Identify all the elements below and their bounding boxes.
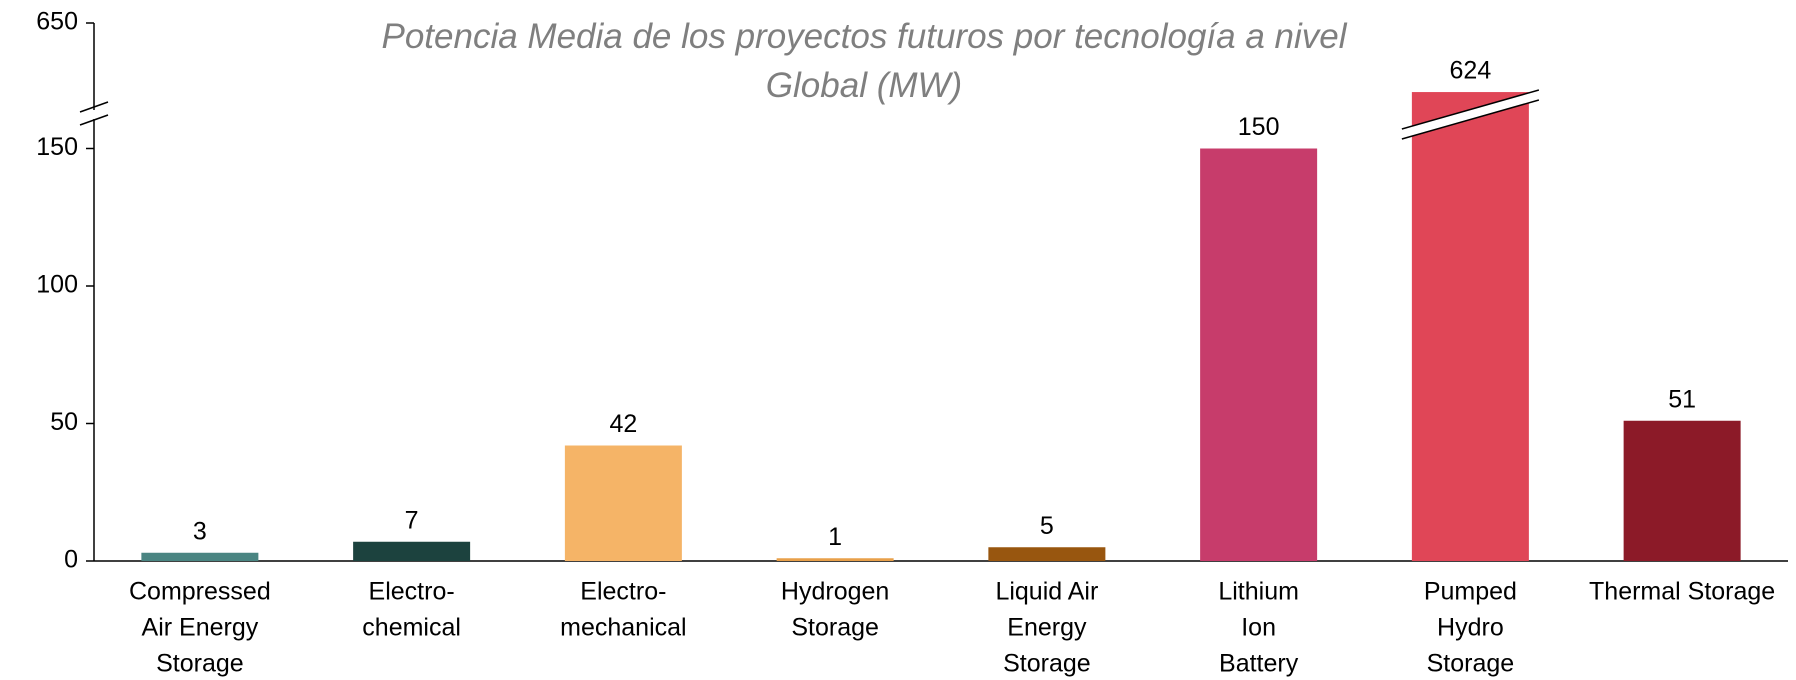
x-tick-label: Liquid Air [995,578,1098,606]
value-label: 42 [609,410,637,438]
x-tick-label: Electro- [580,578,666,606]
bar [1623,420,1741,561]
x-tick-label: Battery [1219,650,1299,678]
y-tick-label: 0 [64,546,78,574]
x-tick-label: chemical [362,614,461,642]
bar [353,541,471,561]
chart-title: Potencia Media de los proyectos futuros … [381,17,1347,105]
value-label: 150 [1238,113,1280,141]
x-tick-label: mechanical [560,614,686,642]
x-tick-label: Storage [1003,650,1091,678]
x-tick-label: Hydro [1437,614,1504,642]
y-tick-label: 650 [36,8,78,36]
x-tick-label: Storage [1427,650,1515,678]
x-tick-label: Thermal Storage [1589,578,1775,606]
x-tick-label: Air Energy [142,614,259,642]
value-label: 624 [1450,57,1492,85]
y-tick-label: 150 [36,133,78,161]
x-tick-label: Electro- [369,578,455,606]
bar-break [1401,90,1539,139]
value-label: 51 [1668,385,1696,413]
x-tick-label: Storage [791,614,879,642]
bar [1200,148,1318,561]
bar [564,445,682,561]
y-tick-label: 100 [36,271,78,299]
x-tick-label: Storage [156,650,244,678]
value-label: 5 [1040,512,1054,540]
value-label: 3 [193,517,207,545]
bar [1411,92,1529,561]
x-tick-label: Hydrogen [781,578,889,606]
bar [776,558,894,561]
bar-break-line [1401,89,1540,130]
value-label: 1 [828,523,842,551]
y-tick-label: 50 [50,408,78,436]
value-label: 7 [405,506,419,534]
x-tick-label: Pumped [1424,578,1517,606]
bar [988,547,1106,561]
x-tick-label: Compressed [129,578,271,606]
bar-break-line [1401,99,1540,140]
x-tick-label: Lithium [1218,578,1299,606]
bar [141,552,259,561]
x-tick-label: Energy [1007,614,1087,642]
axis-break [79,101,109,113]
x-tick-label: Ion [1241,614,1276,642]
axis-break [79,114,109,126]
